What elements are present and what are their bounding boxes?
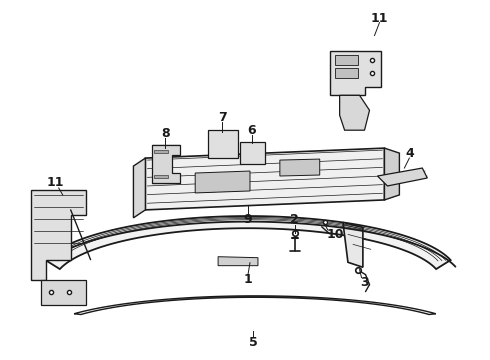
Text: 6: 6: [247, 124, 256, 137]
Polygon shape: [152, 145, 180, 183]
Polygon shape: [74, 296, 436, 315]
Text: 11: 11: [371, 12, 388, 25]
Polygon shape: [154, 175, 168, 178]
Text: 2: 2: [291, 213, 299, 226]
Polygon shape: [154, 150, 168, 153]
Polygon shape: [385, 148, 399, 200]
Polygon shape: [343, 222, 363, 267]
Polygon shape: [330, 50, 382, 95]
Polygon shape: [41, 280, 86, 305]
Text: 10: 10: [327, 228, 344, 241]
Polygon shape: [208, 130, 238, 158]
Text: 11: 11: [47, 176, 65, 189]
Text: 4: 4: [405, 147, 414, 159]
Polygon shape: [31, 190, 86, 280]
Polygon shape: [146, 148, 385, 210]
Text: 5: 5: [248, 336, 257, 349]
Polygon shape: [340, 95, 369, 130]
Polygon shape: [195, 171, 250, 193]
Polygon shape: [240, 142, 265, 164]
Polygon shape: [377, 168, 427, 186]
Text: 1: 1: [244, 273, 252, 286]
Polygon shape: [335, 68, 358, 78]
Text: 9: 9: [244, 213, 252, 226]
Text: 7: 7: [218, 111, 226, 124]
Text: 3: 3: [360, 276, 369, 289]
Polygon shape: [218, 257, 258, 266]
Polygon shape: [335, 55, 358, 66]
Polygon shape: [46, 216, 451, 269]
Text: 8: 8: [161, 127, 170, 140]
Polygon shape: [280, 159, 319, 176]
Polygon shape: [133, 158, 146, 218]
